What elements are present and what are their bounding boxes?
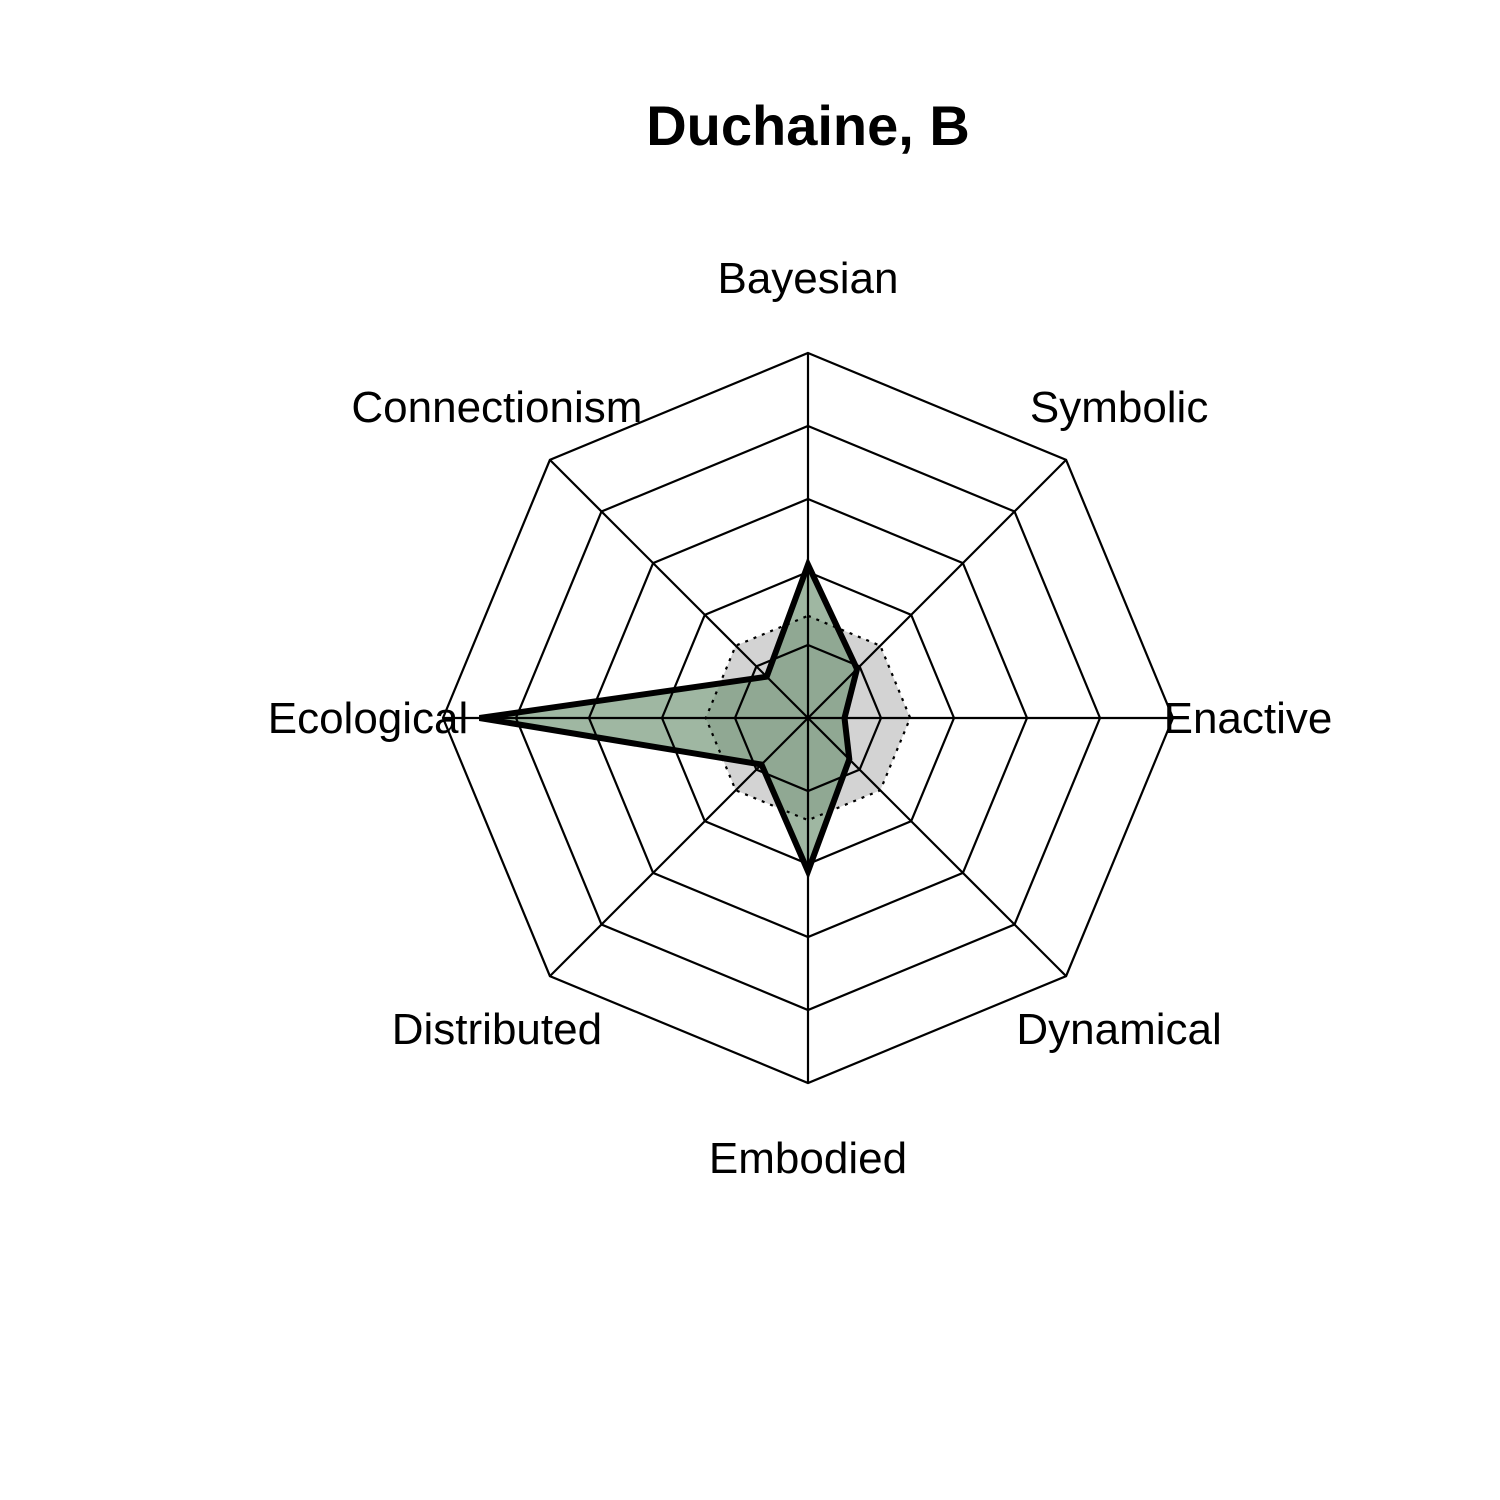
axis-label-symbolic: Symbolic: [1030, 383, 1209, 432]
axis-spoke-symbolic: [807, 459, 1067, 719]
axis-labels: Bayesian Symbolic Enactive Dynamical Embodie…: [268, 254, 1333, 1183]
axis-spoke-distributed: [549, 717, 809, 977]
chart-title: Duchaine, B: [646, 94, 970, 157]
axis-label-embodied: Embodied: [709, 1134, 907, 1183]
axis-label-dynamical: Dynamical: [1016, 1005, 1221, 1054]
axis-label-bayesian: Bayesian: [717, 254, 898, 303]
radar-grid: [441, 351, 1175, 1085]
series-subject-line: [479, 556, 861, 880]
axis-label-enactive: Enactive: [1164, 694, 1333, 743]
axis-label-connectionism: Connectionism: [351, 383, 642, 432]
axis-label-distributed: Distributed: [392, 1005, 602, 1054]
axis-label-ecological: Ecological: [268, 694, 469, 743]
